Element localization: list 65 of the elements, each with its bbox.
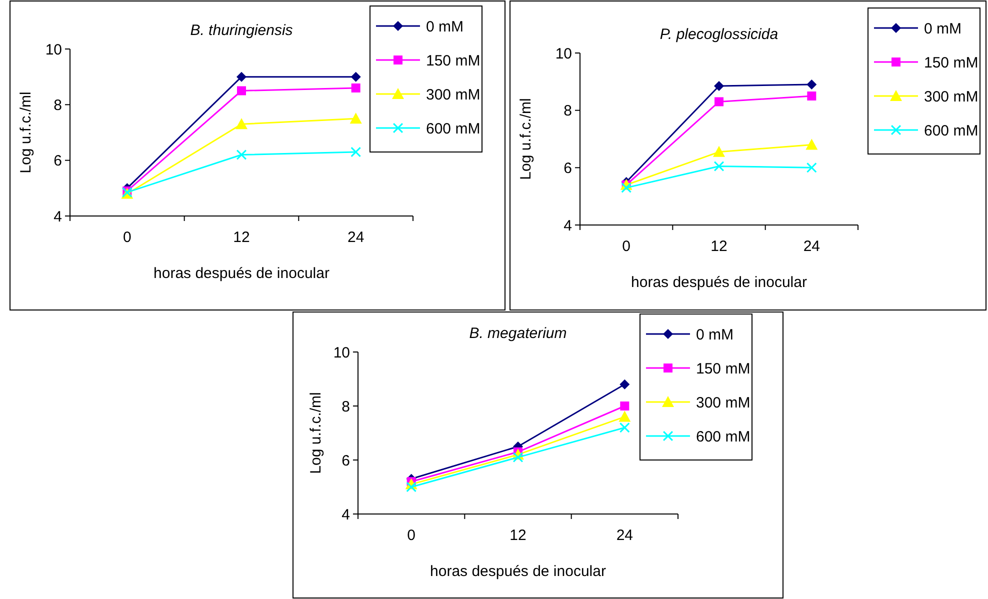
- y-axis-title: Log u.f.c./ml: [517, 98, 534, 180]
- x-axis-title: horas después de inocular: [154, 265, 330, 282]
- point: [236, 118, 248, 130]
- point: [621, 182, 632, 193]
- point: [714, 80, 724, 91]
- legend-label: 300 mM: [696, 394, 750, 412]
- legend-label: 600 mM: [696, 428, 750, 446]
- x-axis-title: horas después de inocular: [631, 274, 807, 291]
- x-tick-label: 0: [407, 527, 416, 544]
- legend-label: 600 mM: [426, 120, 480, 138]
- point: [350, 112, 362, 124]
- point: [351, 83, 360, 92]
- point: [513, 452, 523, 462]
- point: [714, 161, 724, 172]
- point: [713, 146, 725, 157]
- x-tick-label: 24: [803, 238, 820, 255]
- point: [806, 138, 818, 150]
- point: [236, 72, 246, 82]
- legend-label: 600 mM: [924, 122, 978, 140]
- point: [714, 97, 724, 106]
- y-tick-label: 8: [54, 96, 62, 114]
- y-tick-label: 4: [342, 506, 350, 524]
- point: [618, 410, 631, 422]
- point: [620, 422, 630, 433]
- y-tick-label: 4: [564, 217, 572, 234]
- point: [806, 80, 817, 90]
- legend-label: 150 mM: [426, 52, 480, 70]
- legend-label: 0 mM: [426, 18, 464, 36]
- point: [807, 92, 816, 100]
- y-tick-label: 10: [555, 45, 572, 62]
- x-tick-label: 12: [710, 238, 728, 255]
- legend-label: 150 mM: [696, 360, 750, 378]
- point: [236, 150, 246, 160]
- y-tick-label: 10: [333, 344, 350, 362]
- chart-title: B. megaterium: [469, 325, 567, 342]
- x-tick-label: 24: [347, 229, 364, 246]
- legend-label: 300 mM: [924, 88, 978, 106]
- chart-title: P. plecoglossicida: [660, 26, 778, 43]
- y-axis-title: Log u.f.c./ml: [307, 392, 324, 474]
- chart-title: B. thuringiensis: [190, 22, 294, 39]
- point: [806, 162, 817, 173]
- y-tick-label: 8: [342, 398, 350, 416]
- legend-label: 0 mM: [696, 326, 734, 344]
- x-tick-label: 24: [616, 527, 634, 544]
- y-tick-label: 6: [564, 160, 572, 177]
- y-tick-label: 8: [564, 102, 572, 120]
- legend-label: 0 mM: [924, 20, 962, 38]
- x-tick-label: 0: [622, 238, 631, 255]
- point: [406, 482, 416, 492]
- x-tick-label: 12: [510, 527, 526, 544]
- legend-label: 300 mM: [426, 86, 480, 104]
- point: [237, 86, 246, 96]
- y-tick-label: 10: [45, 41, 62, 58]
- x-tick-label: 12: [233, 229, 250, 246]
- legend-label: 150 mM: [924, 54, 978, 72]
- point: [620, 379, 630, 390]
- point: [620, 402, 630, 410]
- y-tick-label: 6: [342, 452, 350, 470]
- point: [350, 72, 361, 82]
- y-tick-label: 6: [54, 152, 62, 170]
- y-tick-label: 4: [54, 208, 62, 226]
- y-axis-title: Log u.f.c./ml: [17, 92, 34, 174]
- point: [350, 146, 361, 157]
- x-axis-title: horas después de inocular: [430, 563, 606, 580]
- x-tick-label: 0: [122, 229, 132, 246]
